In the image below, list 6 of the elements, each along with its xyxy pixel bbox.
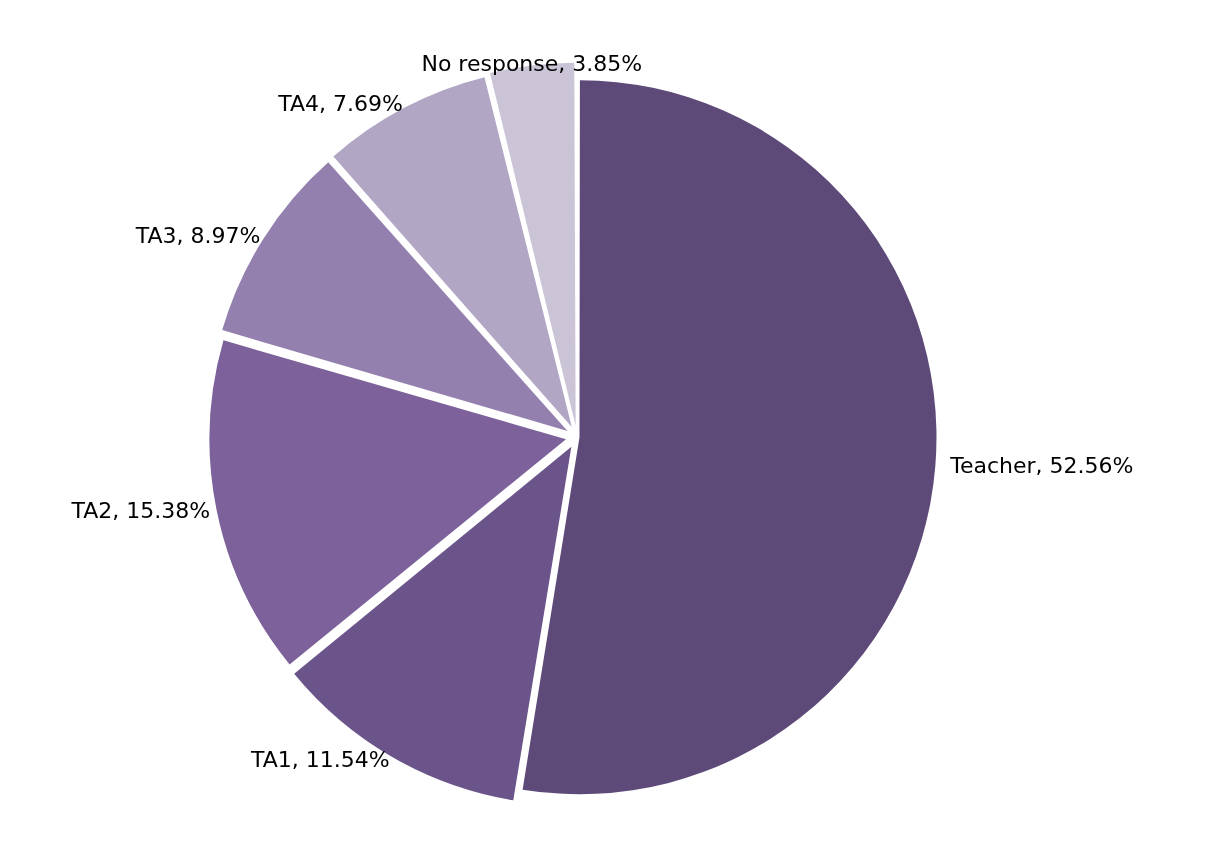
- slice-label: TA1, 11.54%: [250, 747, 390, 773]
- slice-label: No response, 3.85%: [421, 50, 643, 76]
- slice-label: TA2, 15.38%: [70, 497, 211, 523]
- slice-label: Teacher, 52.56%: [949, 452, 1134, 478]
- slice-label: TA4, 7.69%: [277, 91, 403, 117]
- slice-label: TA3, 8.97%: [134, 222, 261, 248]
